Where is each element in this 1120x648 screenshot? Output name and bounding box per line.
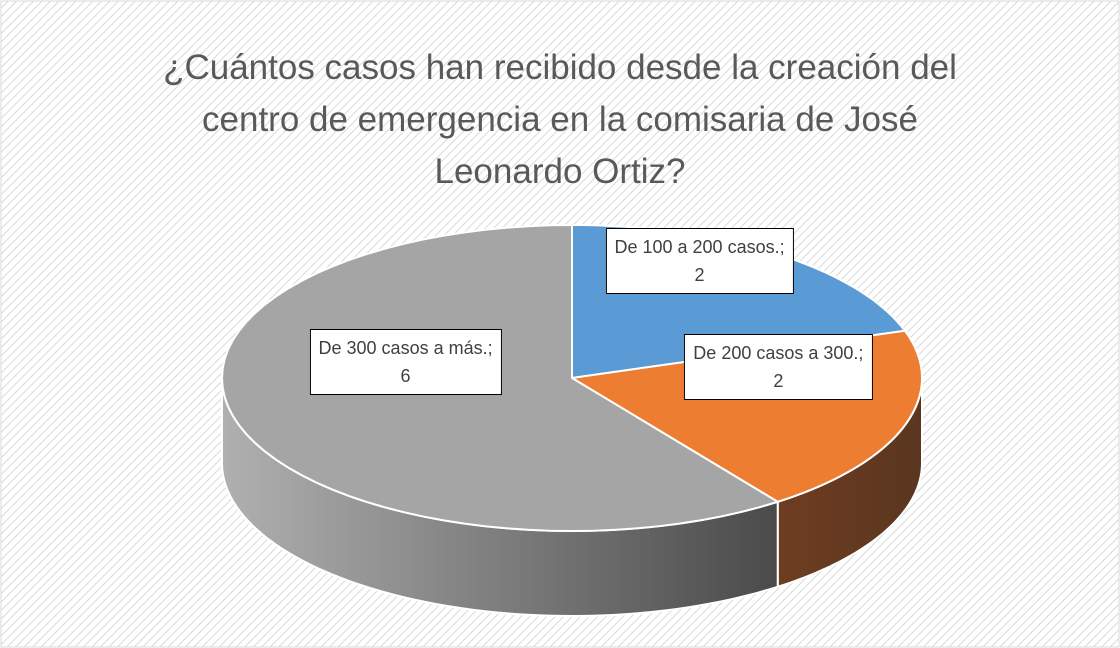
data-label-value: 6 xyxy=(400,365,411,386)
data-label: De 200 casos a 300.; 2 xyxy=(684,334,873,401)
data-label-separator: ; xyxy=(858,343,864,364)
data-label-category: De 300 casos a más. xyxy=(318,337,488,358)
chart-title: ¿Cuántos casos han recibido desde la cre… xyxy=(163,48,957,191)
data-label-value: 2 xyxy=(773,371,784,392)
data-label-category: De 100 a 200 casos. xyxy=(614,237,780,258)
data-label-separator: ; xyxy=(487,337,493,358)
data-label-separator: ; xyxy=(779,237,785,258)
data-label: De 100 a 200 casos.; 2 xyxy=(605,228,794,295)
data-label-category: De 200 casos a 300. xyxy=(693,343,859,364)
data-label: De 300 casos a más.; 6 xyxy=(309,328,502,395)
data-label-value: 2 xyxy=(694,265,705,286)
